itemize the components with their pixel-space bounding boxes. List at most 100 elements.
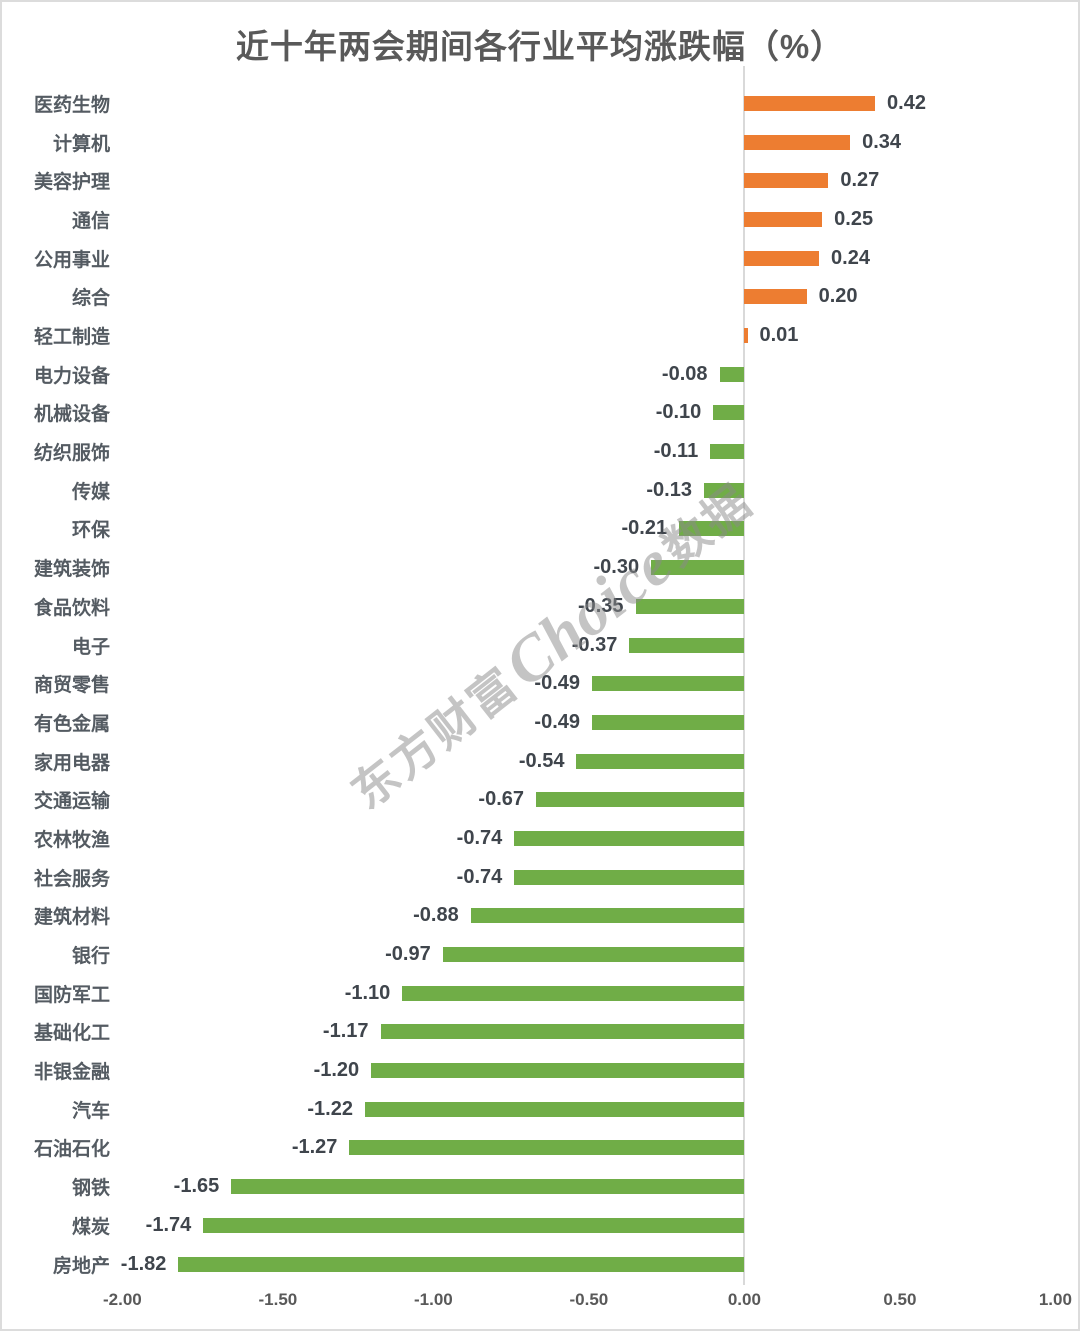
category-label: 美容护理	[33, 172, 110, 194]
category-label: 电子	[71, 636, 110, 658]
category-label: 医药生物	[33, 94, 110, 116]
value-label: -1.20	[313, 1059, 360, 1082]
bar-row: 轻工制造 0.01	[2, 316, 1078, 355]
bar-negative	[592, 676, 745, 692]
category-label: 建筑装饰	[33, 559, 110, 581]
value-label: -1.22	[307, 1097, 353, 1120]
bar-negative	[713, 405, 745, 421]
bar-positive	[744, 327, 748, 343]
x-axis-tick: -2.00	[103, 1290, 142, 1309]
bar-row: 社会服务 -0.74	[2, 858, 1078, 897]
bar-row: 石油石化 -1.27	[2, 1129, 1078, 1168]
bar-negative	[629, 637, 745, 653]
bar-positive	[744, 134, 851, 150]
bar-row: 电力设备 -0.08	[2, 355, 1078, 394]
category-label: 基础化工	[33, 1023, 110, 1045]
value-label: -0.74	[456, 865, 503, 888]
category-label: 汽车	[71, 1100, 110, 1122]
bar-negative	[470, 908, 745, 924]
value-label: -1.27	[291, 1136, 338, 1159]
x-axis-tick: 1.00	[1038, 1290, 1072, 1309]
bar-negative	[402, 985, 745, 1001]
bar-negative	[576, 753, 745, 769]
bar-row: 农林牧渔 -0.74	[2, 819, 1078, 858]
bar-negative	[514, 869, 745, 885]
value-label: -0.30	[593, 556, 640, 579]
bar-negative	[442, 947, 745, 963]
value-label: 0.01	[759, 323, 799, 346]
bar-negative	[514, 830, 745, 846]
value-label: 0.27	[840, 169, 880, 192]
x-axis-tick: 0.50	[883, 1290, 917, 1309]
x-axis-tick: -0.50	[569, 1290, 609, 1309]
bar-row: 环保 -0.21	[2, 510, 1078, 549]
category-label: 通信	[71, 210, 110, 232]
category-label: 石油石化	[33, 1139, 110, 1161]
category-label: 传媒	[71, 481, 110, 503]
bar-row: 医药生物 0.42	[2, 84, 1078, 123]
category-label: 家用电器	[33, 752, 110, 774]
value-label: -1.10	[344, 981, 391, 1004]
value-label: -1.82	[120, 1252, 167, 1275]
bar-negative	[231, 1179, 745, 1195]
value-label: -0.74	[456, 826, 503, 849]
bar-row: 建筑装饰 -0.30	[2, 548, 1078, 587]
value-label: -0.35	[577, 594, 624, 617]
bar-positive	[744, 289, 807, 305]
bar-row: 机械设备 -0.10	[2, 394, 1078, 433]
value-label: -0.88	[413, 904, 459, 927]
value-label: -0.10	[655, 401, 702, 424]
bar-row: 国防军工 -1.10	[2, 974, 1078, 1013]
category-label: 交通运输	[33, 791, 110, 813]
category-label: 商贸零售	[33, 675, 110, 697]
bar-row: 有色金属 -0.49	[2, 703, 1078, 742]
bar-row: 通信 0.25	[2, 200, 1078, 239]
value-label: 0.20	[818, 285, 858, 308]
category-label: 纺织服饰	[33, 443, 110, 465]
bar-row: 美容护理 0.27	[2, 161, 1078, 200]
value-label: 0.34	[862, 130, 902, 153]
bar-negative	[703, 482, 745, 498]
value-label: -1.65	[173, 1175, 220, 1198]
category-label: 国防军工	[33, 984, 110, 1006]
x-axis-tick: 0.00	[727, 1290, 761, 1309]
bar-negative	[635, 598, 745, 614]
category-label: 社会服务	[33, 868, 110, 890]
value-label: -0.11	[653, 440, 699, 463]
bar-row: 公用事业 0.24	[2, 239, 1078, 278]
category-label: 建筑材料	[33, 907, 110, 929]
category-label: 有色金属	[33, 713, 110, 735]
category-label: 钢铁	[71, 1178, 110, 1200]
category-label: 房地产	[52, 1255, 110, 1277]
bar-negative	[349, 1140, 745, 1156]
category-label: 环保	[71, 520, 110, 542]
value-label: -1.74	[145, 1213, 192, 1236]
x-axis-tick: -1.00	[414, 1290, 453, 1309]
bar-row: 电子 -0.37	[2, 626, 1078, 665]
value-label: 0.24	[831, 246, 870, 269]
category-label: 银行	[71, 946, 110, 968]
value-label: -0.54	[518, 749, 565, 772]
bar-row: 银行 -0.97	[2, 935, 1078, 974]
value-label: -0.13	[646, 478, 692, 501]
category-label: 食品饮料	[33, 597, 110, 619]
category-label: 煤炭	[71, 1216, 110, 1238]
bar-positive	[744, 173, 829, 189]
bar-row: 家用电器 -0.54	[2, 742, 1078, 781]
bar-negative	[371, 1063, 745, 1079]
bar-row: 食品饮料 -0.35	[2, 587, 1078, 626]
bar-row: 综合 0.20	[2, 277, 1078, 316]
bar-row: 建筑材料 -0.88	[2, 896, 1078, 935]
bar-negative	[651, 560, 745, 576]
category-label: 电力设备	[33, 365, 110, 387]
category-label: 公用事业	[33, 249, 110, 271]
bar-row: 非银金融 -1.20	[2, 1051, 1078, 1090]
bar-negative	[592, 714, 745, 730]
category-label: 轻工制造	[33, 326, 110, 348]
category-label: 非银金融	[33, 1062, 110, 1084]
bar-row: 钢铁 -1.65	[2, 1167, 1078, 1206]
value-label: 0.42	[887, 91, 926, 114]
bar-row: 房地产 -1.82	[2, 1245, 1078, 1284]
